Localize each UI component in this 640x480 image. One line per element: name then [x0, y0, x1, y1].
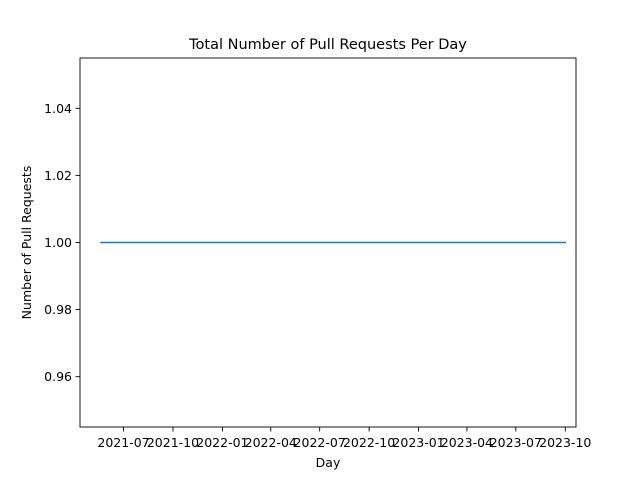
x-axis-label: Day — [316, 455, 341, 470]
x-tick-label: 2023-01 — [392, 435, 444, 450]
x-tick-label: 2022-04 — [245, 435, 297, 450]
x-tick-label: 2022-07 — [294, 435, 346, 450]
y-axis-ticks: 0.96 0.98 1.00 1.02 1.04 — [44, 101, 80, 384]
x-tick-label: 2021-10 — [147, 435, 199, 450]
y-tick-label: 0.98 — [44, 302, 72, 317]
y-tick-label: 1.04 — [44, 101, 72, 116]
x-tick-label: 2023-04 — [441, 435, 493, 450]
chart-title: Total Number of Pull Requests Per Day — [188, 37, 467, 53]
axes-frame — [79, 57, 577, 428]
x-tick-label: 2021-07 — [97, 435, 149, 450]
y-tick-label: 0.96 — [44, 369, 72, 384]
y-tick-label: 1.02 — [44, 168, 72, 183]
y-tick-label: 1.00 — [44, 235, 72, 250]
y-axis-label: Number of Pull Requests — [19, 166, 34, 320]
x-axis-ticks: 2021-072021-102022-012022-042022-072022-… — [97, 427, 591, 450]
x-tick-label: 2022-01 — [196, 435, 248, 450]
x-tick-label: 2022-10 — [343, 435, 395, 450]
x-tick-label: 2023-10 — [539, 435, 591, 450]
x-tick-label: 2023-07 — [490, 435, 542, 450]
